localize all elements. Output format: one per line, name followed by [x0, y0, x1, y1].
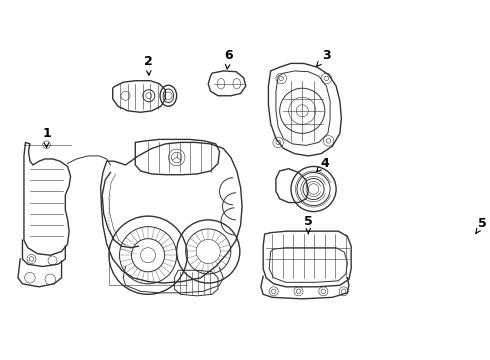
Text: 4: 4: [317, 157, 329, 172]
Text: 5: 5: [304, 215, 313, 234]
Text: 2: 2: [145, 55, 153, 75]
Text: 1: 1: [42, 127, 51, 147]
Text: 3: 3: [317, 49, 331, 66]
Text: 5: 5: [476, 217, 487, 233]
Text: 6: 6: [224, 49, 233, 69]
